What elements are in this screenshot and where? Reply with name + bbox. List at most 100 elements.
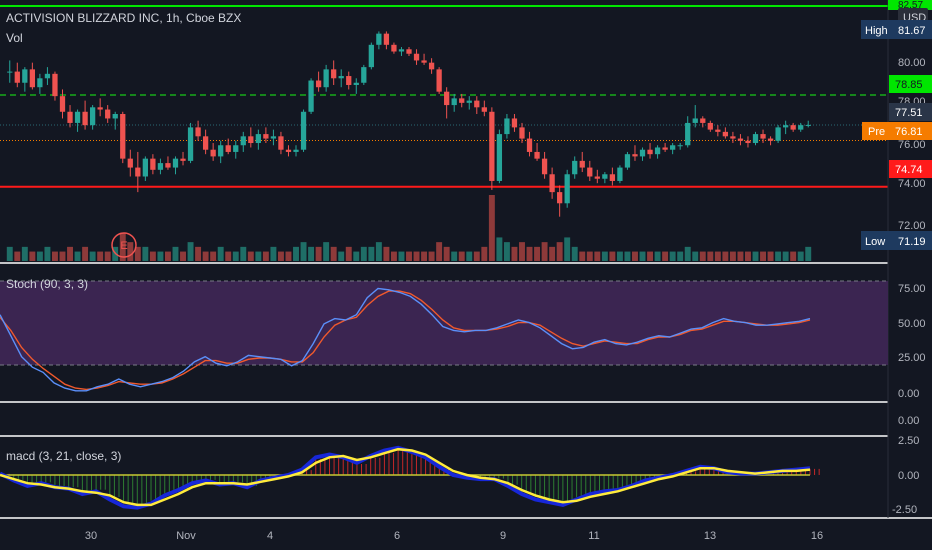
candle-body — [82, 111, 88, 126]
candle-body — [172, 158, 179, 168]
candle-body — [511, 118, 518, 128]
candle-body — [790, 125, 796, 130]
volume-bar — [149, 251, 156, 261]
candle-body — [639, 149, 646, 157]
candle — [534, 143, 540, 161]
candle-body — [59, 96, 66, 112]
volume-bar — [579, 251, 586, 261]
volume-bar — [225, 251, 232, 261]
candle — [466, 96, 472, 110]
top-level-tag: 82.57 — [888, 0, 932, 11]
candle — [308, 78, 314, 115]
candle — [594, 169, 600, 184]
candle-body — [150, 158, 156, 170]
high-tag: High 81.67 — [861, 20, 932, 39]
candle-body — [391, 44, 397, 52]
candle — [685, 116, 691, 148]
volume-bar — [714, 251, 721, 261]
candle — [790, 122, 796, 132]
pre-market-tag-value: 76.81 — [895, 126, 923, 138]
volume-bar — [632, 251, 638, 261]
candle-body — [421, 60, 427, 63]
candle-body — [587, 167, 593, 177]
candle — [572, 156, 578, 179]
volume-bar — [164, 251, 171, 261]
candle-body — [270, 136, 277, 139]
candle-body — [534, 151, 540, 159]
price-axis[interactable]: 80.00 78.00 76.00 74.00 72.00 82.57 USD … — [861, 0, 932, 250]
candle-body — [218, 145, 224, 157]
volume-bar — [760, 251, 767, 261]
candle — [730, 131, 736, 144]
candle-body — [436, 69, 442, 92]
volume-bar — [677, 251, 684, 261]
candle-body — [52, 73, 58, 97]
volume-bar — [669, 251, 676, 261]
candle — [285, 145, 292, 157]
volume-bar — [745, 251, 751, 261]
volume-bar — [375, 242, 382, 261]
stoch-tick: 25.00 — [898, 352, 926, 364]
volume-bars — [6, 195, 812, 261]
volume-bar — [330, 246, 337, 261]
candle — [14, 62, 20, 88]
red-level-tag-value: 74.74 — [895, 164, 923, 176]
time-axis[interactable]: 30 Nov 4 6 9 11 13 16 — [85, 530, 823, 542]
candle-body — [692, 118, 698, 123]
candle — [715, 125, 721, 137]
candle-body — [496, 134, 503, 181]
candle-body — [74, 111, 81, 123]
price-tick: 76.00 — [898, 139, 926, 151]
candle-body — [654, 147, 661, 155]
candle-body — [526, 138, 533, 152]
candle — [202, 129, 209, 155]
top-level-tag-value: 82.57 — [898, 0, 923, 11]
volume-bar — [413, 251, 420, 261]
empty-panel-tick: 0.00 — [898, 415, 919, 427]
pre-market-tag-bg — [862, 122, 932, 140]
candle-body — [383, 33, 390, 45]
volume-bar — [14, 251, 21, 261]
stoch-axis[interactable]: 75.00 50.00 25.00 0.00 — [898, 283, 926, 400]
candle — [722, 127, 729, 139]
volume-bar — [534, 246, 541, 261]
high-tag-bg — [861, 20, 932, 39]
candle — [263, 127, 269, 144]
last-price-tag-value: 77.51 — [895, 107, 923, 119]
candle — [805, 120, 811, 128]
stoch-tick: 75.00 — [898, 283, 926, 295]
volume-bar — [775, 251, 782, 261]
volume-bar — [119, 232, 126, 261]
candle — [29, 62, 36, 90]
stoch-tick: 50.00 — [898, 318, 926, 330]
candle-body — [745, 140, 751, 144]
volume-bar — [360, 246, 367, 261]
candle-body — [285, 149, 292, 152]
candle — [624, 151, 631, 170]
volume-bar — [21, 246, 28, 261]
candle-body — [541, 158, 548, 175]
candle — [745, 136, 751, 148]
candle-body — [22, 69, 28, 83]
candle-body — [474, 100, 480, 108]
macd-axis[interactable]: 2.50 0.00 -2.50 — [892, 435, 919, 516]
candle — [504, 114, 510, 139]
candle — [97, 98, 103, 117]
candle — [647, 143, 653, 159]
candle — [632, 145, 638, 161]
candle — [89, 105, 96, 130]
volume-bar — [556, 242, 563, 261]
earnings-marker[interactable]: E — [111, 232, 137, 258]
candle — [157, 158, 164, 175]
candle-body — [97, 107, 103, 110]
price-tick: 74.00 — [898, 178, 926, 190]
candle-body — [346, 76, 352, 85]
green-level-tag-value: 78.85 — [895, 79, 923, 91]
candle — [59, 89, 66, 119]
volume-bar — [217, 246, 224, 261]
candle-body — [519, 127, 525, 139]
candle — [300, 109, 307, 152]
candle — [210, 143, 216, 161]
